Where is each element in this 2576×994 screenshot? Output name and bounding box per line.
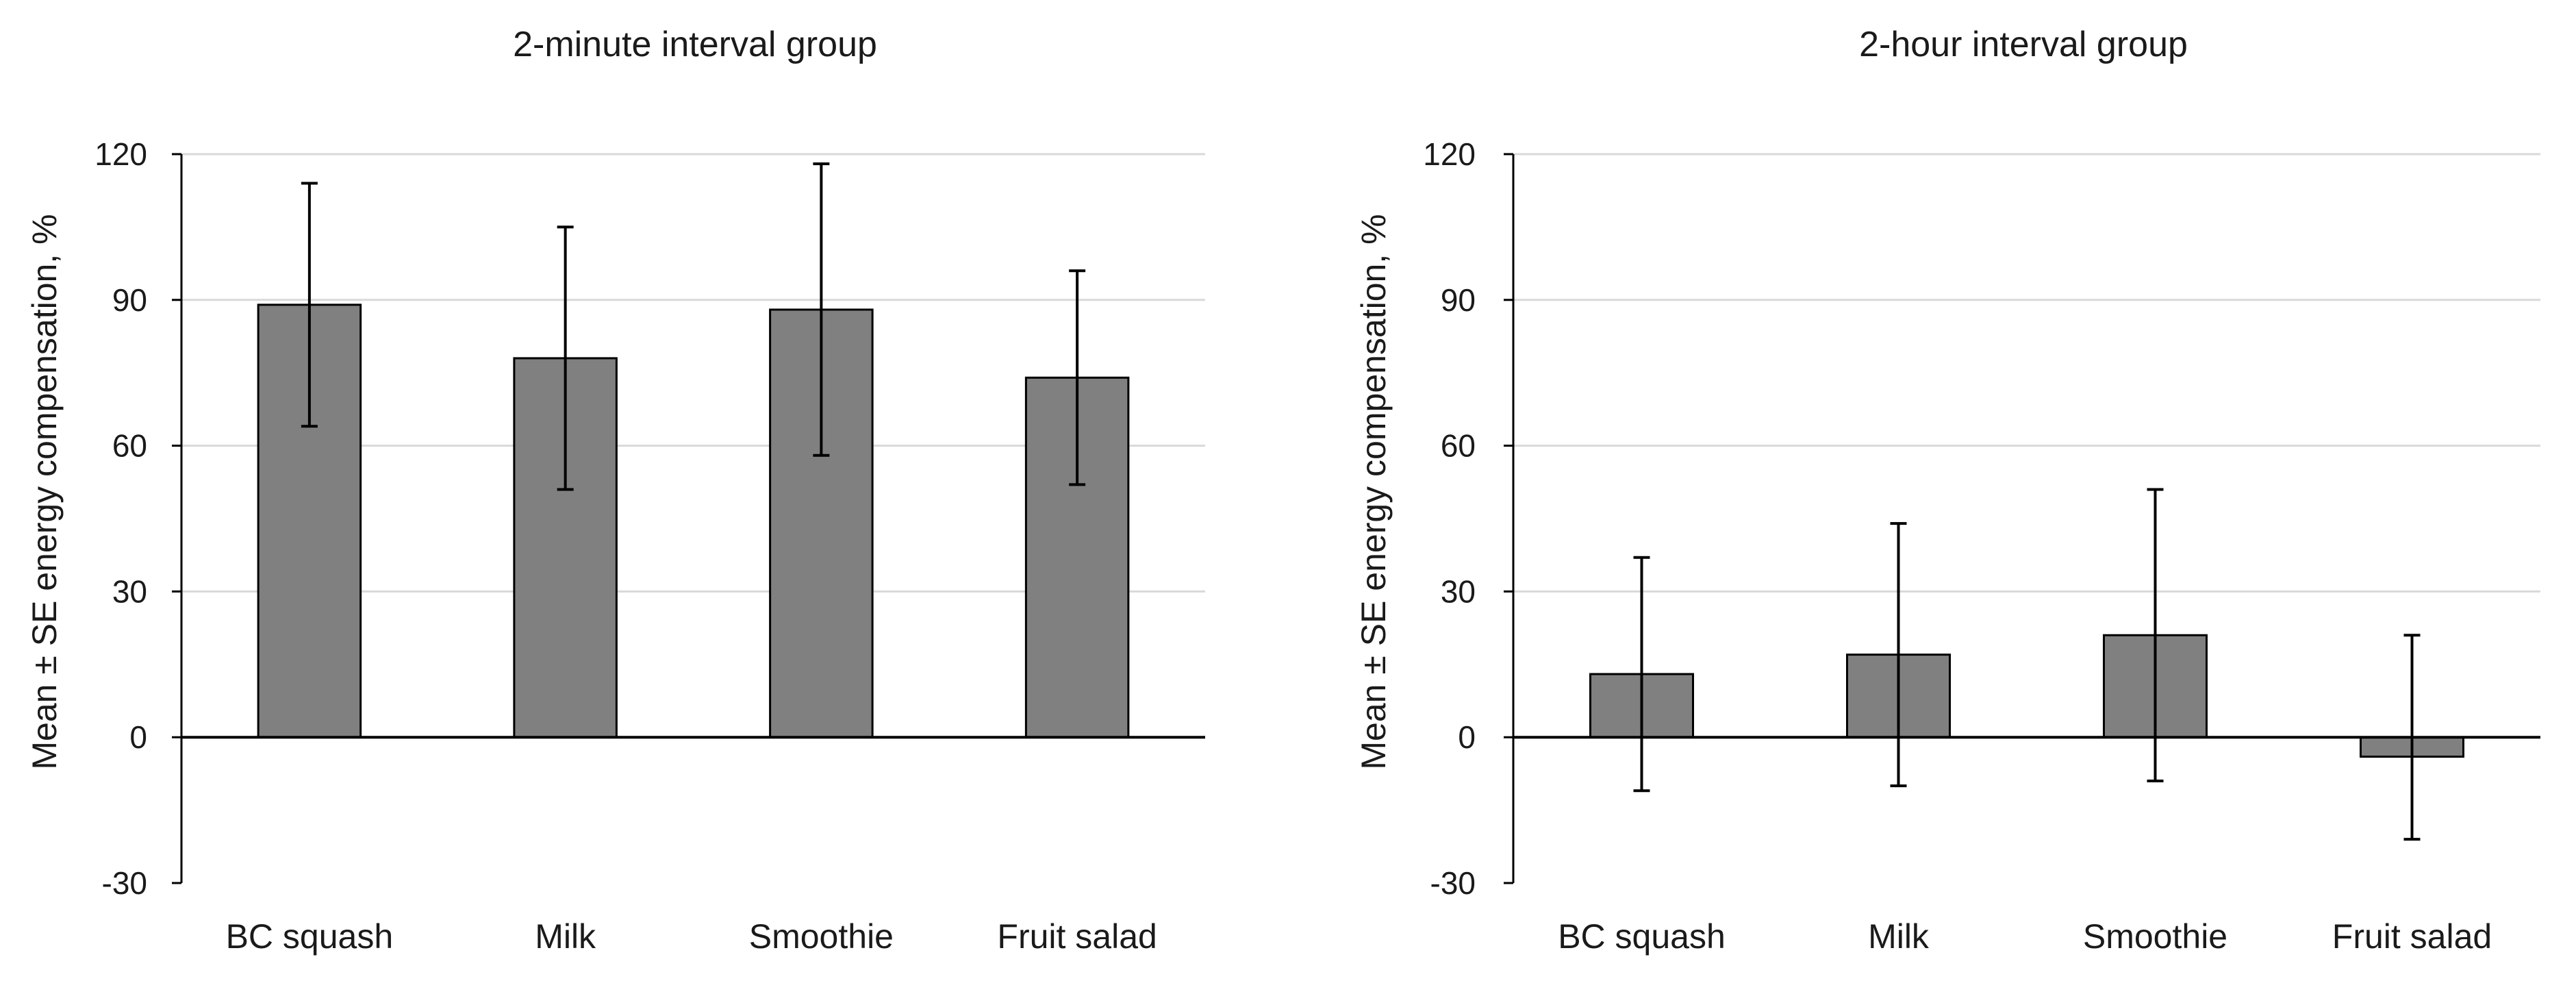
chart-2-hour-interval-group: 2-hour interval group Mean ± SE energy c… — [1354, 25, 2540, 956]
x-tick-label: Smoothie — [749, 917, 894, 956]
y-tick-label: 30 — [112, 573, 147, 609]
y-axis-label: Mean ± SE energy compensation, % — [1354, 214, 1393, 769]
chart-title: 2-minute interval group — [513, 25, 877, 64]
x-tick-label: Fruit salad — [997, 917, 1157, 956]
y-axis-label: Mean ± SE energy compensation, % — [25, 214, 64, 769]
y-tick-label: 120 — [1423, 136, 1476, 172]
chart-title: 2-hour interval group — [1859, 25, 2188, 64]
x-tick-label: BC squash — [1558, 917, 1726, 956]
y-tick-label: -30 — [1430, 865, 1476, 901]
y-tick-label: 60 — [112, 428, 147, 464]
x-tick-label: Milk — [535, 917, 596, 956]
y-tick-label: 0 — [129, 719, 147, 755]
y-tick-label: 30 — [1441, 573, 1476, 609]
x-tick-label: BC squash — [226, 917, 394, 956]
y-tick-label: 60 — [1441, 428, 1476, 464]
x-tick-label: Smoothie — [2083, 917, 2227, 956]
y-tick-label: 90 — [112, 282, 147, 318]
y-tick-label: -30 — [102, 865, 147, 901]
chart-2-minute-interval-group: 2-minute interval group Mean ± SE energy… — [25, 25, 1205, 956]
y-tick-label: 0 — [1458, 719, 1476, 755]
y-tick-label: 90 — [1441, 282, 1476, 318]
x-tick-label: Fruit salad — [2332, 917, 2492, 956]
bar — [1024, 376, 1130, 738]
y-tick-label: 120 — [94, 136, 147, 172]
x-tick-label: Milk — [1868, 917, 1930, 956]
